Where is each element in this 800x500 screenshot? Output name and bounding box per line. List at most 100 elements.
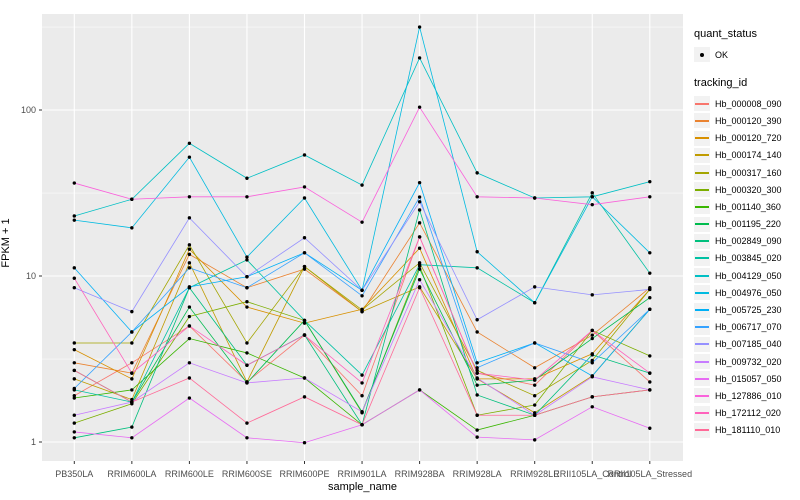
y-tick-label: 100 <box>20 105 36 115</box>
data-point <box>302 333 307 337</box>
x-tick-label: RRIM600PE <box>279 469 330 479</box>
legend-entry: Hb_006717_070 <box>694 319 800 336</box>
data-point <box>417 180 422 185</box>
legend-key-box <box>694 147 710 163</box>
x-tick-label: RRII105LA_Control <box>553 469 632 479</box>
data-point <box>130 436 134 440</box>
legend-entry-label: Hb_000320_300 <box>715 184 782 195</box>
legend-key-box <box>694 319 710 335</box>
legend-line-swatch <box>695 394 709 397</box>
data-point <box>475 361 479 365</box>
data-point <box>648 296 652 300</box>
legend-key-box <box>694 130 710 146</box>
legend-key-box <box>694 113 710 129</box>
data-point <box>245 421 249 425</box>
data-point <box>590 353 594 357</box>
legend-line-swatch <box>695 343 709 346</box>
data-point <box>475 413 479 417</box>
legend-entry-label: Hb_000008_090 <box>715 98 782 109</box>
legend-entry-label: Hb_000120_390 <box>715 115 782 126</box>
data-point <box>187 305 192 309</box>
data-point <box>417 105 422 109</box>
data-point <box>72 341 77 345</box>
data-point <box>245 286 249 290</box>
data-point <box>533 341 537 345</box>
legend-line-swatch <box>695 377 709 380</box>
legend-entry: Hb_002849_090 <box>694 233 800 250</box>
data-point <box>187 324 192 328</box>
legend-entry: Hb_004129_050 <box>694 267 800 284</box>
data-point <box>417 262 422 267</box>
legend-entry: Hb_003845_020 <box>694 250 800 267</box>
legend-key-box <box>694 371 710 387</box>
data-point <box>648 380 652 384</box>
x-tick-label: RRIM928BA <box>394 469 445 479</box>
legend-key-box <box>694 302 710 318</box>
data-point <box>417 267 422 271</box>
legend-key-box <box>694 336 710 352</box>
data-point <box>130 425 134 429</box>
data-point <box>130 341 134 345</box>
data-point <box>130 330 134 334</box>
legend-entry: Hb_127886_010 <box>694 387 800 404</box>
x-tick-label: RRIM928LA <box>452 469 502 479</box>
data-point <box>130 397 134 402</box>
data-point <box>72 430 77 434</box>
legend-key-box <box>694 96 710 112</box>
data-point <box>302 376 307 380</box>
legend-line-swatch <box>695 205 709 208</box>
data-point <box>648 271 652 275</box>
legend-key-box <box>694 354 710 370</box>
legend-entry: Hb_000320_300 <box>694 181 800 198</box>
legend-entry: Hb_004976_050 <box>694 284 800 301</box>
legend-entry: Hb_001195_220 <box>694 216 800 233</box>
legend-entry-label: Hb_015057_050 <box>715 373 782 384</box>
point-marker-icon <box>700 52 704 57</box>
data-point <box>475 371 479 375</box>
data-point <box>72 266 77 270</box>
data-point <box>475 195 479 199</box>
legend-section-quant-status: quant_status OK <box>694 28 800 63</box>
data-point <box>648 388 652 392</box>
legend-title-quant-status: quant_status <box>694 28 757 40</box>
data-point <box>533 366 537 370</box>
legend-key-box <box>694 268 710 284</box>
legend-entry: Hb_181110_010 <box>694 422 800 439</box>
legend-key-box <box>694 285 710 301</box>
data-point <box>187 155 192 159</box>
legend-entry-label: Hb_001140_360 <box>715 201 781 212</box>
data-point <box>590 333 594 337</box>
data-point <box>533 378 537 382</box>
legend: quant_status OK tracking_id Hb_000008_09… <box>694 28 800 453</box>
data-point <box>187 396 192 400</box>
data-point <box>360 410 364 414</box>
data-point <box>417 221 422 225</box>
data-point <box>187 285 192 289</box>
data-point <box>590 358 594 363</box>
data-point <box>245 351 249 355</box>
legend-entry: Hb_000008_090 <box>694 95 800 112</box>
legend-entries: Hb_000008_090 Hb_000120_390 Hb_000120_720 H… <box>694 95 800 439</box>
data-point <box>417 56 422 60</box>
legend-line-swatch <box>695 257 709 260</box>
data-point <box>590 195 594 199</box>
data-point <box>302 318 307 323</box>
x-tick-label: RRIM600SE <box>221 469 272 479</box>
y-axis-title: FPKM + 1 <box>0 218 12 268</box>
data-point <box>648 426 652 430</box>
data-point <box>245 300 249 304</box>
legend-entry: Hb_000317_160 <box>694 164 800 181</box>
data-point <box>302 236 307 240</box>
legend-line-swatch <box>695 412 709 415</box>
legend-entry: Hb_000120_390 <box>694 112 800 129</box>
data-point <box>72 413 77 417</box>
x-tick-label: PB350LA <box>55 469 94 479</box>
data-point <box>130 377 134 381</box>
data-point <box>475 366 479 370</box>
legend-line-swatch <box>695 360 709 363</box>
data-point <box>533 196 537 200</box>
data-point <box>417 246 422 250</box>
data-point <box>72 218 77 222</box>
legend-entry-label: Hb_000120_720 <box>715 133 782 144</box>
